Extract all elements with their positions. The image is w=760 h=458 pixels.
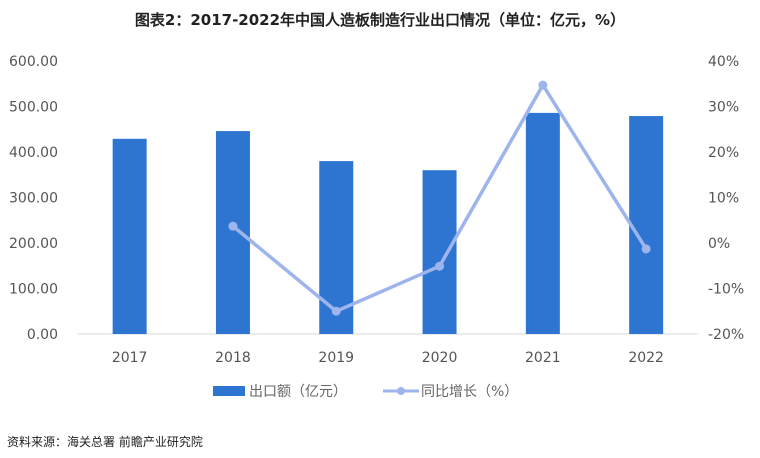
legend-label: 同比增长（%） [421, 384, 519, 400]
legend-item-line: 同比增长（%） [381, 381, 518, 401]
bar [112, 138, 147, 334]
legend-bar-swatch [213, 386, 245, 396]
line-point [331, 306, 341, 316]
y-left-tick: 100.00 [9, 282, 58, 298]
y-right-tick: -20% [708, 327, 744, 343]
source-note: 资料来源：海关总署 前瞻产业研究院 [7, 435, 203, 449]
line-point [228, 221, 238, 231]
y-left-tick: 400.00 [9, 145, 58, 161]
bar [215, 131, 250, 334]
y-right-tick: 30% [708, 100, 739, 116]
legend-label: 出口额（亿元） [249, 384, 347, 400]
x-tick: 2017 [112, 350, 148, 366]
x-tick: 2022 [628, 350, 664, 366]
legend: 出口额（亿元） 同比增长（%） [213, 381, 552, 401]
bar [629, 116, 664, 335]
bar [525, 112, 560, 335]
y-right-tick: 10% [708, 191, 739, 207]
line-point [641, 244, 651, 254]
bar [422, 170, 457, 334]
y-left-tick: 500.00 [9, 100, 58, 116]
y-right-tick: 40% [708, 54, 739, 70]
x-tick: 2019 [318, 350, 354, 366]
chart-title: 图表2：2017-2022年中国人造板制造行业出口情况（单位：亿元，%） [134, 11, 626, 29]
line-point [435, 261, 445, 271]
y-left-tick: 200.00 [9, 236, 58, 252]
y-left-tick: 0.00 [27, 327, 58, 343]
legend-item-bar: 出口额（亿元） [213, 381, 347, 401]
y-right-tick: 20% [708, 145, 739, 161]
y-right-tick: 0% [708, 236, 730, 252]
x-tick: 2018 [215, 350, 251, 366]
y-right-tick: -10% [708, 282, 744, 298]
legend-line-swatch [383, 387, 419, 395]
x-tick: 2021 [525, 350, 561, 366]
y-left-tick: 600.00 [9, 54, 58, 70]
x-tick: 2020 [422, 350, 458, 366]
line-point [538, 80, 548, 90]
y-left-tick: 300.00 [9, 191, 58, 207]
